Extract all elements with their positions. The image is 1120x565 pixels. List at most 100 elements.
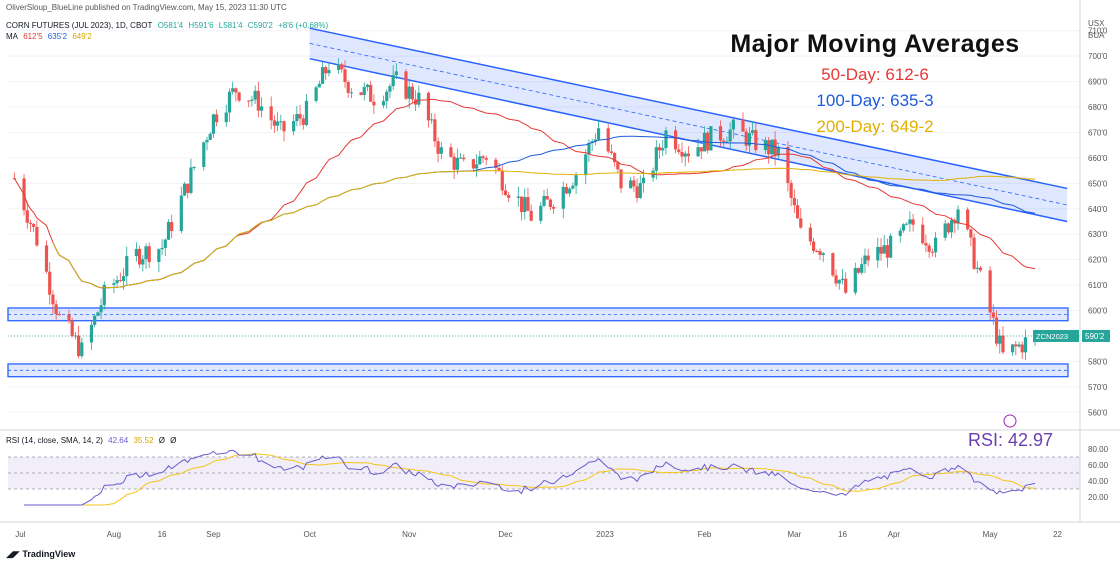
ohlc-change: +8'6 (+0.68%) xyxy=(278,21,329,30)
candle-body xyxy=(943,223,947,238)
time-tick-label: Aug xyxy=(107,530,121,539)
price-tick-label: 650'0 xyxy=(1088,179,1108,188)
candle-body xyxy=(722,140,726,142)
tradingview-logo[interactable]: ◢◤ TradingView xyxy=(6,549,75,560)
candle-body xyxy=(247,100,251,102)
candle-body xyxy=(654,147,658,171)
candle-body xyxy=(202,142,206,167)
candle-body xyxy=(725,141,729,143)
candle-body xyxy=(407,86,411,99)
price-tick-label: 670'0 xyxy=(1088,128,1108,137)
rsi-header: RSI (14, close, SMA, 14, 2) 42.64 35.52 … xyxy=(6,436,179,446)
price-tick-label: 580'0 xyxy=(1088,357,1108,366)
legend-100-day: 100-Day: 635-3 xyxy=(816,91,934,110)
candle-body xyxy=(231,88,235,92)
candle-body xyxy=(474,164,479,169)
candle-body xyxy=(404,71,408,99)
ma-label: MA xyxy=(6,32,18,41)
time-tick-label: Feb xyxy=(698,530,712,539)
time-tick-label: 16 xyxy=(838,530,847,539)
price-axis-unit: USX xyxy=(1088,19,1105,28)
candle-body xyxy=(25,210,29,223)
candle-body xyxy=(619,169,623,189)
price-axis-unit: BUA xyxy=(1088,31,1105,40)
candle-body xyxy=(641,177,646,184)
candle-body xyxy=(426,92,431,121)
candle-body xyxy=(346,82,350,93)
candle-body xyxy=(613,152,617,163)
candle-body xyxy=(542,195,546,206)
candle-body xyxy=(901,224,906,231)
candle-body xyxy=(885,245,890,258)
candle-body xyxy=(860,264,864,273)
candle-body xyxy=(516,196,520,198)
candle-body xyxy=(227,91,232,113)
rsi-line xyxy=(24,449,1036,506)
candle-body xyxy=(950,220,954,233)
channel-fill xyxy=(309,28,1068,222)
candle-body xyxy=(436,141,440,154)
candle-body xyxy=(433,119,437,142)
candle-body xyxy=(340,64,344,70)
candle-body xyxy=(182,183,187,196)
candle-body xyxy=(166,221,171,240)
candle-body xyxy=(584,154,588,176)
time-tick-label: 16 xyxy=(158,530,167,539)
candle-body xyxy=(953,220,957,224)
price-tick-label: 710'0 xyxy=(1088,27,1108,36)
ma-value-200: 649'2 xyxy=(72,32,92,41)
candle-body xyxy=(372,101,376,106)
candle-body xyxy=(70,321,74,336)
candle-body xyxy=(256,90,260,111)
candle-body xyxy=(1001,335,1005,353)
rsi-ma-line xyxy=(24,453,1036,506)
candle-body xyxy=(994,317,999,344)
candle-body xyxy=(956,209,960,224)
candle-body xyxy=(1017,344,1021,347)
candle-body xyxy=(365,84,370,87)
candle-body xyxy=(292,121,296,132)
candle-body xyxy=(28,222,33,224)
candle-body xyxy=(571,185,575,189)
candle-body xyxy=(561,186,565,209)
candle-body xyxy=(812,241,816,251)
candle-body xyxy=(921,224,925,244)
candle-body xyxy=(301,118,305,125)
candle-body xyxy=(718,126,723,141)
candle-body xyxy=(795,205,800,219)
ohlc-high: H591'6 xyxy=(188,21,214,30)
candle-body xyxy=(189,167,193,193)
candle-body xyxy=(343,69,347,83)
time-tick-label: Jul xyxy=(15,530,25,539)
candle-body xyxy=(529,210,533,221)
candle-body xyxy=(112,283,116,285)
candle-body xyxy=(587,143,591,155)
candle-body xyxy=(208,133,212,140)
candle-body xyxy=(568,188,572,194)
candle-body xyxy=(327,69,331,74)
candle-body xyxy=(234,88,238,93)
candle-body xyxy=(924,243,928,246)
candle-body xyxy=(837,280,841,284)
candle-body xyxy=(507,195,511,198)
candle-body xyxy=(369,84,373,102)
candle-body xyxy=(519,196,524,213)
candle-body xyxy=(211,114,216,134)
price-tick-label: 560'0 xyxy=(1088,408,1108,417)
price-tick-label: 600'0 xyxy=(1088,307,1108,316)
candle-body xyxy=(89,324,94,343)
candle-body xyxy=(966,209,970,230)
candle-body xyxy=(96,312,100,316)
candle-body xyxy=(706,132,710,151)
candle-body xyxy=(763,140,768,151)
candle-body xyxy=(632,180,636,187)
candle-body xyxy=(99,305,103,313)
candle-body xyxy=(455,157,459,170)
candle-body xyxy=(118,280,122,282)
candle-body xyxy=(317,83,321,88)
ma-line-200-day xyxy=(52,167,1036,289)
candle-body xyxy=(661,148,665,151)
symbol-name: CORN FUTURES (JUL 2023), 1D, CBOT xyxy=(6,21,153,30)
